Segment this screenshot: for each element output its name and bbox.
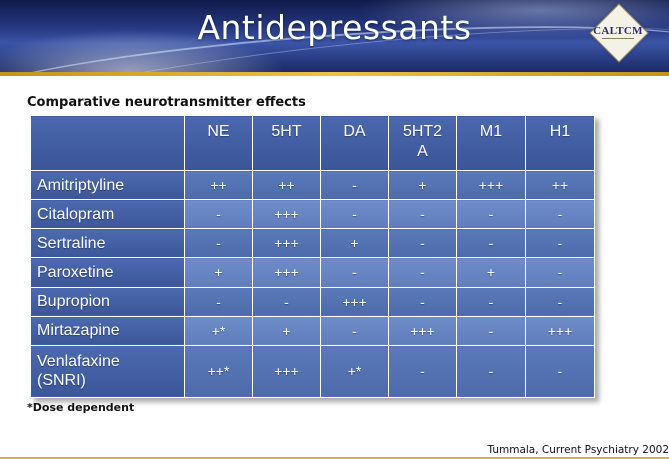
neurotransmitter-table: NE 5HT DA 5HT2 A M1 H1 Amitriptyline ++ ++…	[30, 115, 595, 399]
effect-cell: ++*	[184, 344, 253, 399]
effect-cell: -	[456, 228, 526, 259]
header-corner-cell	[30, 115, 185, 171]
effect-cell: ++	[525, 169, 595, 201]
effect-cell: -	[320, 257, 389, 288]
effect-cell: -	[320, 169, 389, 201]
effect-cell: -	[184, 228, 253, 259]
effect-cell: +++	[252, 228, 321, 259]
table-header-row: NE 5HT DA 5HT2 A M1 H1	[30, 115, 595, 171]
effect-cell: -	[525, 228, 595, 259]
effect-cell: -	[252, 286, 321, 317]
column-header-h1: H1	[525, 115, 595, 171]
effect-cell: -	[456, 315, 526, 346]
column-header-ne: NE	[184, 115, 253, 171]
effect-cell: +	[184, 257, 253, 288]
effect-cell: +	[388, 169, 457, 201]
effect-cell: +++	[252, 199, 321, 230]
drug-name-cell: Venlafaxine (SNRI)	[30, 344, 185, 399]
banner-divider	[0, 72, 669, 76]
effect-cell: -	[456, 344, 526, 399]
drug-name-cell: Paroxetine	[30, 257, 185, 288]
caltcm-logo: CALTCM	[589, 3, 649, 63]
effect-cell: -	[388, 228, 457, 259]
effect-cell: -	[388, 286, 457, 317]
effect-cell: +*	[320, 344, 389, 399]
drug-name-cell: Mirtazapine	[30, 315, 185, 346]
effect-cell: +	[252, 315, 321, 346]
effect-cell: -	[388, 257, 457, 288]
title-banner: Antidepressants CALTCM	[0, 0, 669, 72]
table-row: Paroxetine + +++ - - + -	[30, 257, 595, 288]
drug-name-cell: Citalopram	[30, 199, 185, 230]
effect-cell: -	[184, 286, 253, 317]
effect-cell: ++	[184, 169, 253, 201]
effect-cell: +++	[252, 257, 321, 288]
effect-cell: -	[525, 257, 595, 288]
logo-text: CALTCM	[593, 25, 643, 37]
column-header-m1: M1	[456, 115, 526, 171]
effect-cell: +++	[456, 169, 526, 201]
slide-title: Antidepressants	[197, 8, 472, 47]
logo-underline	[602, 38, 634, 39]
column-header-5ht: 5HT	[252, 115, 321, 171]
effect-cell: -	[525, 344, 595, 399]
footer-divider	[0, 457, 669, 459]
effect-cell: -	[388, 199, 457, 230]
effect-cell: -	[456, 286, 526, 317]
table-row: Bupropion - - +++ - - -	[30, 286, 595, 317]
drug-name-cell: Amitriptyline	[30, 169, 185, 201]
drug-name-cell: Sertraline	[30, 228, 185, 259]
effect-cell: +*	[184, 315, 253, 346]
citation: Tummala, Current Psychiatry 2002	[487, 444, 669, 456]
effect-cell: +	[320, 228, 389, 259]
effect-cell: ++	[252, 169, 321, 201]
column-header-da: DA	[320, 115, 389, 171]
drug-name-cell: Bupropion	[30, 286, 185, 317]
effect-cell: +++	[525, 315, 595, 346]
table-caption: Comparative neurotransmitter effects	[27, 95, 306, 110]
table-row: Venlafaxine (SNRI) ++* +++ +* - - -	[30, 344, 595, 399]
effect-cell: -	[388, 344, 457, 399]
effect-cell: +++	[320, 286, 389, 317]
effect-cell: -	[184, 199, 253, 230]
effect-cell: -	[525, 286, 595, 317]
footnote: *Dose dependent	[27, 401, 135, 414]
effect-cell: -	[320, 315, 389, 346]
table-row: Amitriptyline ++ ++ - + +++ ++	[30, 169, 595, 201]
effect-cell: +++	[252, 344, 321, 399]
effect-cell: -	[320, 199, 389, 230]
effect-cell: -	[525, 199, 595, 230]
table-row: Sertraline - +++ + - - -	[30, 228, 595, 259]
table-row: Mirtazapine +* + - +++ - +++	[30, 315, 595, 346]
effect-cell: +	[456, 257, 526, 288]
effect-cell: +++	[388, 315, 457, 346]
column-header-5ht2a: 5HT2 A	[388, 115, 457, 171]
effect-cell: -	[456, 199, 526, 230]
table-row: Citalopram - +++ - - - -	[30, 199, 595, 230]
